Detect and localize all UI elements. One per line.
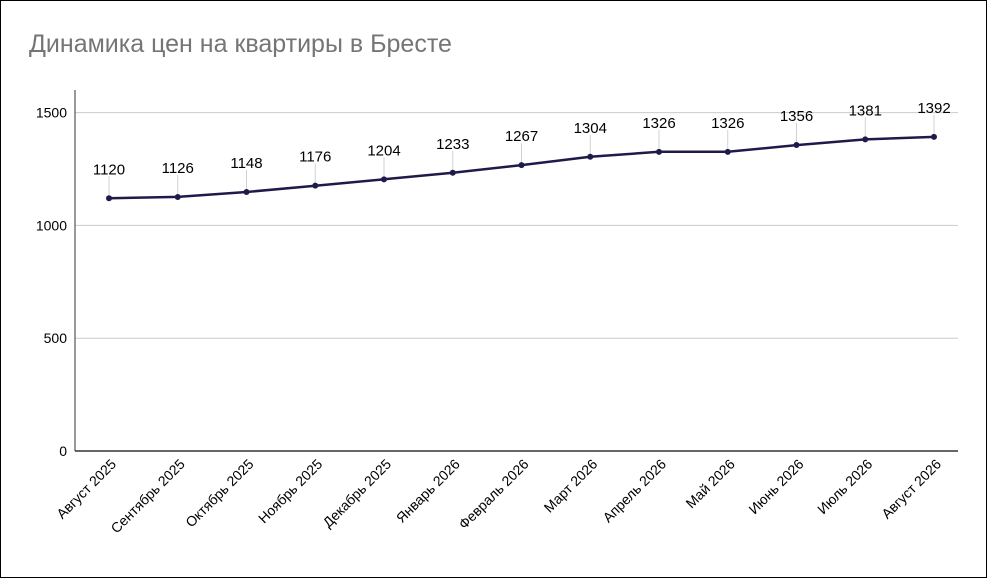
- data-point: [931, 133, 937, 140]
- data-label: 1120: [93, 161, 125, 178]
- data-point: [862, 136, 869, 143]
- data-point: [449, 169, 456, 176]
- data-point: [243, 188, 250, 195]
- data-point: [174, 193, 181, 200]
- data-point: [724, 148, 731, 155]
- y-tick-label: 500: [44, 330, 68, 346]
- y-tick-label: 1500: [36, 105, 67, 121]
- x-tick-label: Апрель 2026: [599, 456, 669, 526]
- data-label: 1304: [574, 120, 607, 137]
- x-tick-label: Июль 2026: [814, 456, 875, 517]
- data-label: 1126: [162, 160, 194, 177]
- data-point: [518, 162, 525, 169]
- data-label: 1356: [780, 108, 813, 125]
- data-label: 1267: [505, 128, 538, 145]
- data-point: [106, 195, 112, 202]
- x-tick-label: Август 2026: [878, 456, 944, 522]
- data-label: 1392: [917, 100, 950, 117]
- data-label: 1326: [642, 115, 675, 132]
- x-tick-label: Май 2026: [682, 456, 738, 512]
- data-point: [312, 182, 319, 189]
- chart-title: Динамика цен на квартиры в Бресте: [29, 30, 452, 58]
- data-label: 1233: [436, 136, 469, 153]
- data-point: [381, 176, 387, 183]
- y-tick-label: 1000: [36, 217, 67, 233]
- data-point: [793, 142, 800, 149]
- data-point: [656, 148, 662, 155]
- data-label: 1381: [849, 102, 882, 119]
- x-tick-label: Февраль 2026: [455, 456, 531, 532]
- x-tick-label: Октябрь 2025: [182, 456, 257, 531]
- data-point: [587, 153, 594, 160]
- data-label: 1204: [367, 142, 400, 159]
- x-tick-label: Март 2026: [541, 456, 601, 516]
- data-label: 1176: [299, 149, 331, 166]
- x-tick-label: Сентябрь 2025: [107, 456, 188, 537]
- x-tick-label: Декабрь 2025: [319, 456, 394, 531]
- x-tick-label: Ноябрь 2025: [255, 456, 326, 527]
- y-tick-label: 0: [59, 443, 67, 459]
- x-tick-label: Январь 2026: [393, 456, 463, 526]
- data-label: 1148: [230, 155, 262, 172]
- x-tick-label: Август 2025: [53, 456, 119, 522]
- data-label: 1326: [711, 115, 744, 132]
- x-tick-label: Июнь 2026: [745, 456, 806, 517]
